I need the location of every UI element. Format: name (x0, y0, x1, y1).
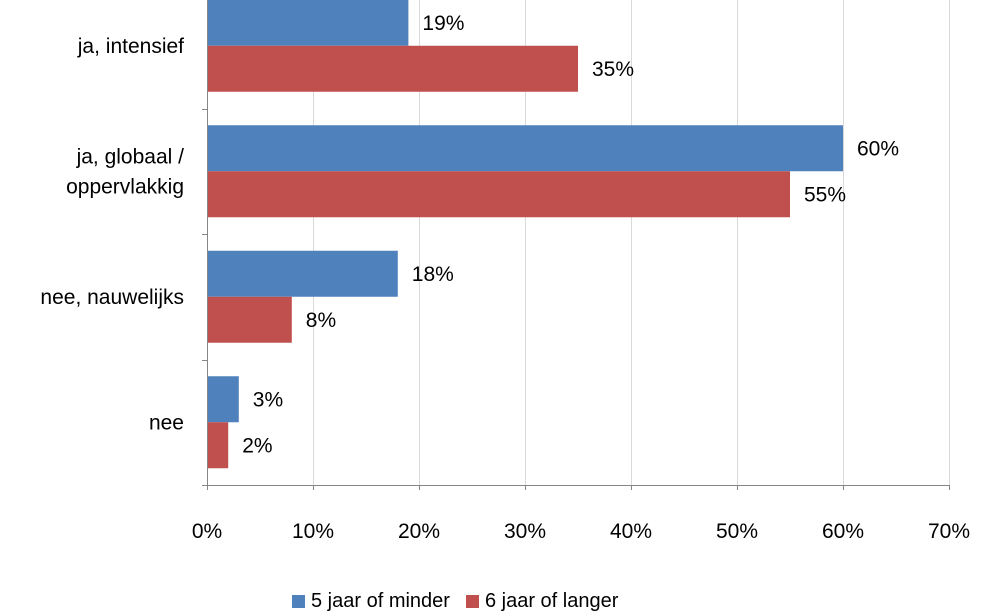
data-label: 60% (857, 137, 899, 160)
data-label: 2% (242, 434, 272, 457)
bars (207, 0, 843, 469)
x-tick-labels: 0% 10% 20% 30% 40% 50% 60% 70% (192, 520, 970, 543)
data-label: 18% (412, 263, 454, 286)
legend-swatch-series-2 (465, 595, 479, 608)
category-label: ja, globaal / oppervlakkig (66, 145, 184, 198)
x-tick-label: 40% (610, 520, 652, 543)
data-label: 19% (422, 12, 464, 35)
data-labels: 19% 60% 18% 3% 35% 55% 8% 2% (242, 12, 899, 458)
data-label: 35% (592, 58, 634, 81)
legend-item-series-1: 5 jaar of minder (292, 590, 450, 613)
data-label: 8% (306, 309, 336, 332)
legend-swatch-series-1 (292, 595, 305, 608)
x-tick-label: 70% (928, 520, 970, 543)
legend-label-series-2: 6 jaar of langer (484, 590, 619, 612)
bar-series-1-cat-1 (207, 0, 409, 46)
x-tick-label: 10% (292, 520, 334, 543)
x-tick-label: 20% (398, 520, 440, 543)
category-label: nee, nauwelijks (40, 286, 184, 309)
x-tick-label: 30% (504, 520, 546, 543)
bar-series-2-cat-4 (207, 422, 229, 469)
x-tick-label: 0% (192, 520, 222, 543)
x-tick-label: 60% (822, 520, 864, 543)
category-label: nee (149, 411, 184, 434)
bar-series-1-cat-3 (207, 250, 398, 297)
data-label: 3% (253, 388, 283, 411)
category-label: ja, intensief (77, 35, 184, 58)
x-tick-label: 50% (716, 520, 758, 543)
bar-series-2-cat-3 (207, 296, 292, 343)
data-label: 55% (804, 183, 846, 206)
legend-item-series-2: 6 jaar of langer (465, 590, 619, 613)
category-labels: ja, intensief ja, globaal / oppervlakkig ne… (40, 35, 184, 435)
axes (202, 0, 950, 490)
bar-series-2-cat-2 (207, 171, 790, 218)
bar-series-2-cat-1 (207, 45, 578, 92)
legend-label-series-1: 5 jaar of minder (311, 590, 450, 612)
bar-series-1-cat-4 (207, 376, 239, 423)
legend: 5 jaar of minder 6 jaar of langer (292, 590, 618, 613)
bar-series-1-cat-2 (207, 125, 843, 172)
